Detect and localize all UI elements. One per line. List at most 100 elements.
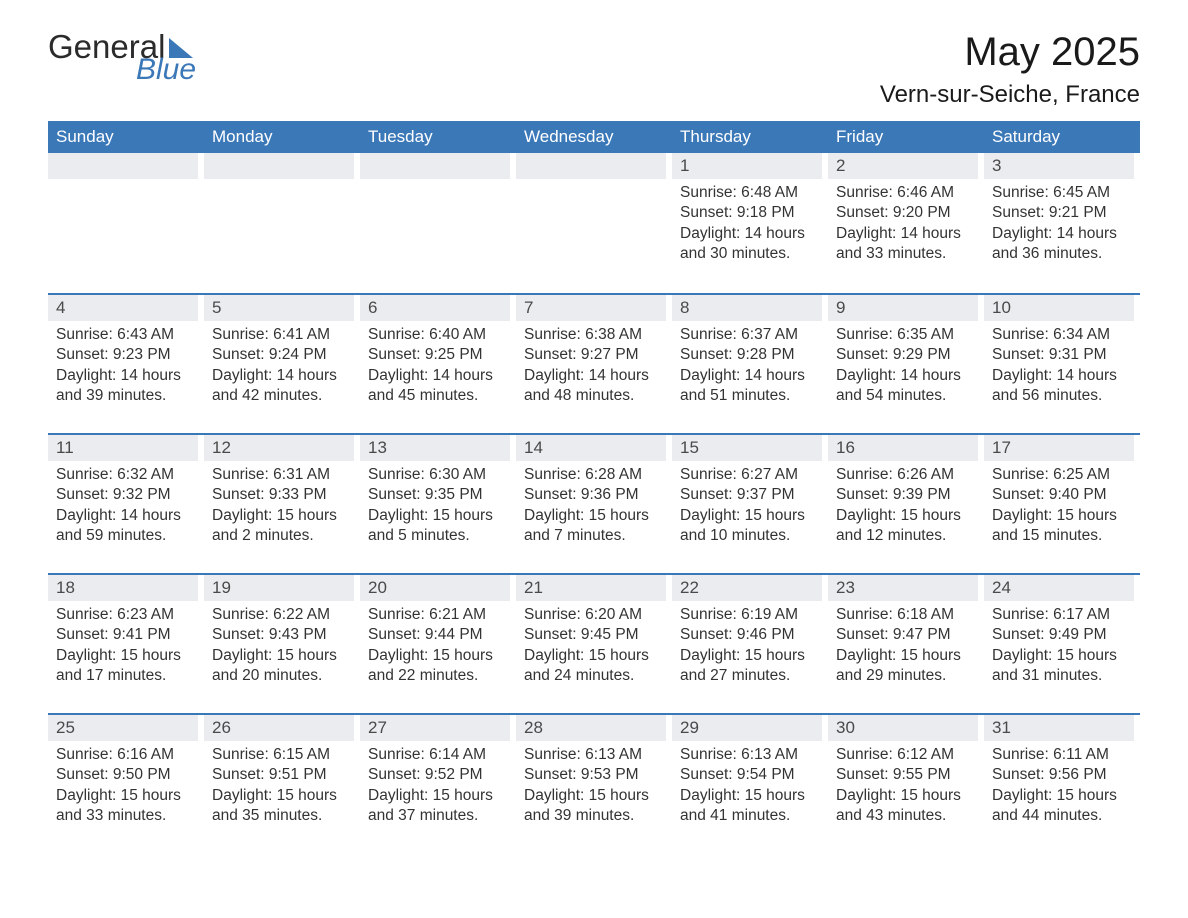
weekday-label: Sunday	[48, 121, 204, 153]
day-cell: 20Sunrise: 6:21 AMSunset: 9:44 PMDayligh…	[360, 575, 516, 699]
daylight-line: Daylight: 15 hours and 43 minutes.	[836, 786, 976, 827]
week-row: 18Sunrise: 6:23 AMSunset: 9:41 PMDayligh…	[48, 573, 1140, 713]
daylight-line: Daylight: 15 hours and 5 minutes.	[368, 506, 508, 547]
day-details: Sunrise: 6:21 AMSunset: 9:44 PMDaylight:…	[360, 601, 510, 687]
sunset-line: Sunset: 9:36 PM	[524, 485, 664, 505]
daylight-line: Daylight: 14 hours and 39 minutes.	[56, 366, 196, 407]
day-cell: 16Sunrise: 6:26 AMSunset: 9:39 PMDayligh…	[828, 435, 984, 559]
day-number: 8	[672, 295, 822, 321]
day-cell: 2Sunrise: 6:46 AMSunset: 9:20 PMDaylight…	[828, 153, 984, 279]
daylight-line: Daylight: 14 hours and 45 minutes.	[368, 366, 508, 407]
day-details: Sunrise: 6:13 AMSunset: 9:53 PMDaylight:…	[516, 741, 666, 827]
day-number: 3	[984, 153, 1134, 179]
daylight-line: Daylight: 15 hours and 37 minutes.	[368, 786, 508, 827]
day-number: 18	[48, 575, 198, 601]
day-cell: 14Sunrise: 6:28 AMSunset: 9:36 PMDayligh…	[516, 435, 672, 559]
day-number: 11	[48, 435, 198, 461]
weekday-label: Monday	[204, 121, 360, 153]
day-number: 10	[984, 295, 1134, 321]
day-cell: 23Sunrise: 6:18 AMSunset: 9:47 PMDayligh…	[828, 575, 984, 699]
sunset-line: Sunset: 9:18 PM	[680, 203, 820, 223]
logo-word2: Blue	[136, 55, 196, 85]
sunset-line: Sunset: 9:39 PM	[836, 485, 976, 505]
sunset-line: Sunset: 9:43 PM	[212, 625, 352, 645]
sunset-line: Sunset: 9:46 PM	[680, 625, 820, 645]
empty-day	[48, 153, 198, 179]
day-details: Sunrise: 6:26 AMSunset: 9:39 PMDaylight:…	[828, 461, 978, 547]
weekday-label: Saturday	[984, 121, 1140, 153]
week-row: 4Sunrise: 6:43 AMSunset: 9:23 PMDaylight…	[48, 293, 1140, 433]
day-number: 29	[672, 715, 822, 741]
day-number: 12	[204, 435, 354, 461]
day-cell: 21Sunrise: 6:20 AMSunset: 9:45 PMDayligh…	[516, 575, 672, 699]
daylight-line: Daylight: 15 hours and 22 minutes.	[368, 646, 508, 687]
day-details: Sunrise: 6:15 AMSunset: 9:51 PMDaylight:…	[204, 741, 354, 827]
sunset-line: Sunset: 9:55 PM	[836, 765, 976, 785]
day-number: 28	[516, 715, 666, 741]
sunset-line: Sunset: 9:29 PM	[836, 345, 976, 365]
sunrise-line: Sunrise: 6:11 AM	[992, 745, 1132, 765]
weekday-label: Thursday	[672, 121, 828, 153]
weeks-container: 1 Sunrise: 6:48 AMSunset: 9:18 PM Daylight…	[48, 153, 1140, 853]
day-cell	[48, 153, 204, 279]
day-number: 17	[984, 435, 1134, 461]
day-cell: 12Sunrise: 6:31 AMSunset: 9:33 PMDayligh…	[204, 435, 360, 559]
daylight-line: Daylight: 15 hours and 33 minutes.	[56, 786, 196, 827]
sunrise-line: Sunrise: 6:26 AM	[836, 465, 976, 485]
day-number: 7	[516, 295, 666, 321]
sunrise-line: Sunrise: 6:48 AM	[680, 183, 820, 203]
sunset-line: Sunset: 9:44 PM	[368, 625, 508, 645]
sunset-line: Sunset: 9:24 PM	[212, 345, 352, 365]
day-number: 2	[828, 153, 978, 179]
day-number: 14	[516, 435, 666, 461]
day-cell: 4Sunrise: 6:43 AMSunset: 9:23 PMDaylight…	[48, 295, 204, 419]
day-number: 1	[672, 153, 822, 179]
sunrise-line: Sunrise: 6:13 AM	[680, 745, 820, 765]
day-cell: 6Sunrise: 6:40 AMSunset: 9:25 PMDaylight…	[360, 295, 516, 419]
empty-day	[204, 153, 354, 179]
sunset-line: Sunset: 9:28 PM	[680, 345, 820, 365]
sunset-line: Sunset: 9:54 PM	[680, 765, 820, 785]
sunrise-line: Sunrise: 6:28 AM	[524, 465, 664, 485]
day-details: Sunrise: 6:31 AMSunset: 9:33 PMDaylight:…	[204, 461, 354, 547]
day-cell	[360, 153, 516, 279]
day-cell: 11Sunrise: 6:32 AMSunset: 9:32 PMDayligh…	[48, 435, 204, 559]
week-row: 11Sunrise: 6:32 AMSunset: 9:32 PMDayligh…	[48, 433, 1140, 573]
day-number: 5	[204, 295, 354, 321]
sunset-line: Sunset: 9:23 PM	[56, 345, 196, 365]
sunrise-line: Sunrise: 6:37 AM	[680, 325, 820, 345]
day-details: Sunrise: 6:23 AMSunset: 9:41 PMDaylight:…	[48, 601, 198, 687]
sunset-line: Sunset: 9:49 PM	[992, 625, 1132, 645]
day-cell: 15Sunrise: 6:27 AMSunset: 9:37 PMDayligh…	[672, 435, 828, 559]
weekday-header: SundayMondayTuesdayWednesdayThursdayFrid…	[48, 121, 1140, 153]
sunrise-line: Sunrise: 6:30 AM	[368, 465, 508, 485]
weekday-label: Wednesday	[516, 121, 672, 153]
day-cell: 27Sunrise: 6:14 AMSunset: 9:52 PMDayligh…	[360, 715, 516, 839]
day-cell: 30Sunrise: 6:12 AMSunset: 9:55 PMDayligh…	[828, 715, 984, 839]
sunrise-line: Sunrise: 6:21 AM	[368, 605, 508, 625]
daylight-line: Daylight: 15 hours and 17 minutes.	[56, 646, 196, 687]
sunrise-line: Sunrise: 6:46 AM	[836, 183, 976, 203]
sunset-line: Sunset: 9:20 PM	[836, 203, 976, 223]
sunrise-line: Sunrise: 6:14 AM	[368, 745, 508, 765]
day-details: Sunrise: 6:38 AMSunset: 9:27 PMDaylight:…	[516, 321, 666, 407]
sunrise-line: Sunrise: 6:32 AM	[56, 465, 196, 485]
daylight-line: Daylight: 14 hours and 33 minutes.	[836, 224, 976, 265]
daylight-line: Daylight: 15 hours and 15 minutes.	[992, 506, 1132, 547]
day-details: Sunrise: 6:12 AMSunset: 9:55 PMDaylight:…	[828, 741, 978, 827]
sunset-line: Sunset: 9:31 PM	[992, 345, 1132, 365]
sunset-line: Sunset: 9:52 PM	[368, 765, 508, 785]
day-cell: 29Sunrise: 6:13 AMSunset: 9:54 PMDayligh…	[672, 715, 828, 839]
day-details: Sunrise: 6:45 AMSunset: 9:21 PMDaylight:…	[984, 179, 1134, 265]
sunrise-line: Sunrise: 6:17 AM	[992, 605, 1132, 625]
daylight-line: Daylight: 14 hours and 42 minutes.	[212, 366, 352, 407]
day-details: Sunrise: 6:20 AMSunset: 9:45 PMDaylight:…	[516, 601, 666, 687]
day-cell: 26Sunrise: 6:15 AMSunset: 9:51 PMDayligh…	[204, 715, 360, 839]
day-details: Sunrise: 6:46 AMSunset: 9:20 PMDaylight:…	[828, 179, 978, 265]
title-month: May 2025	[880, 30, 1140, 75]
daylight-line: Daylight: 15 hours and 2 minutes.	[212, 506, 352, 547]
day-details: Sunrise: 6:30 AMSunset: 9:35 PMDaylight:…	[360, 461, 510, 547]
day-cell: 24Sunrise: 6:17 AMSunset: 9:49 PMDayligh…	[984, 575, 1140, 699]
sunrise-line: Sunrise: 6:41 AM	[212, 325, 352, 345]
daylight-line: Daylight: 15 hours and 31 minutes.	[992, 646, 1132, 687]
